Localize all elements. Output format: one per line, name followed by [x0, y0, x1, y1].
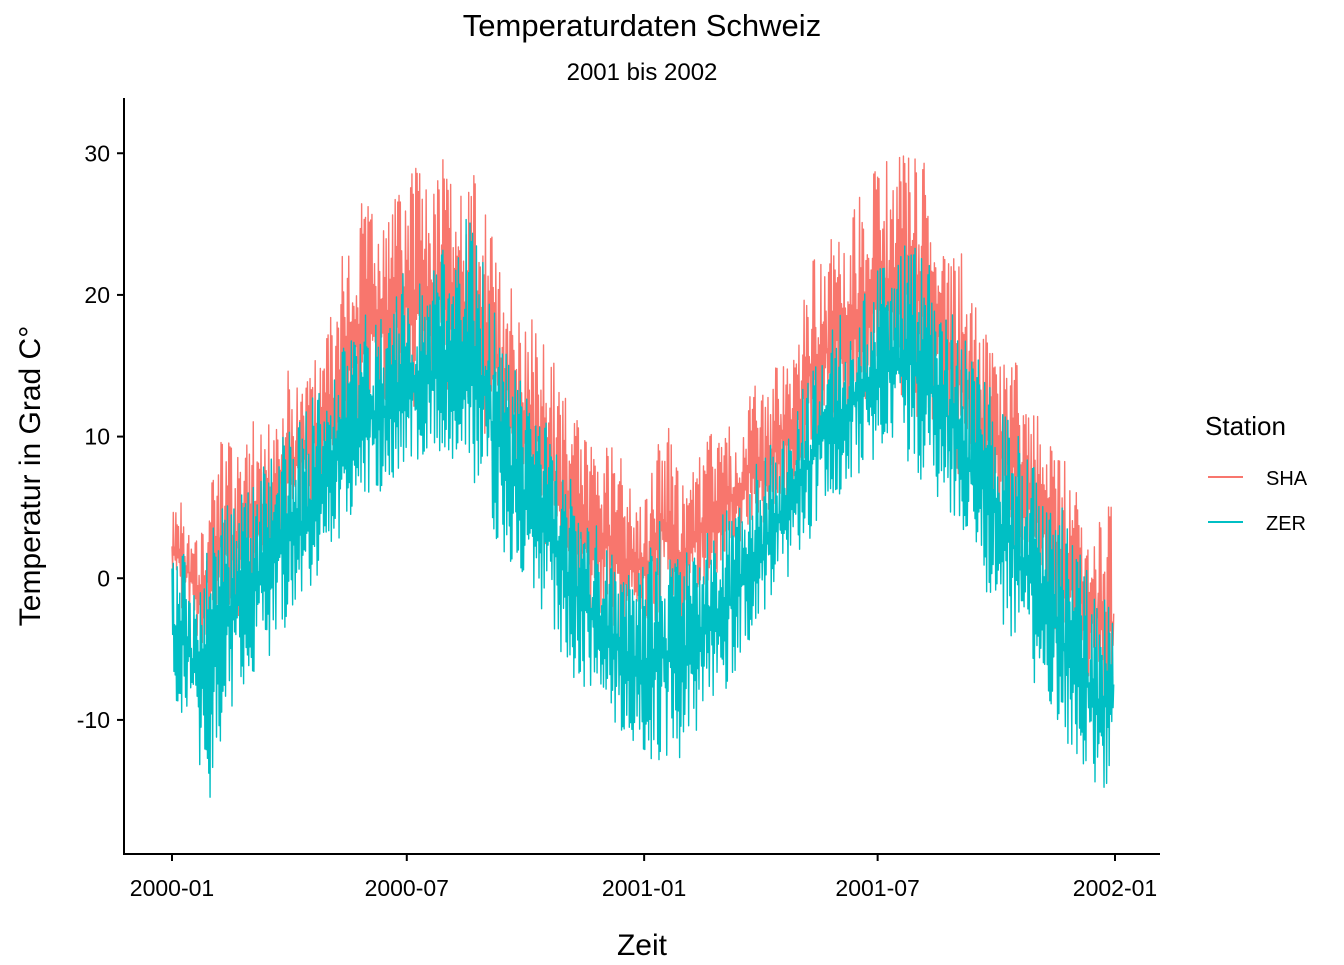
legend-label-zer: ZER [1266, 513, 1306, 535]
y-tick-label: 10 [84, 424, 110, 450]
chart-subtitle: 2001 bis 2002 [567, 59, 718, 86]
plot-area [171, 155, 1115, 798]
y-tick-label: -10 [77, 707, 110, 733]
x-tick-label: 2000-07 [365, 875, 449, 901]
x-tick-label: 2002-01 [1073, 875, 1157, 901]
x-tick-label: 2001-01 [602, 875, 686, 901]
chart-title: Temperaturdaten Schweiz [463, 8, 821, 43]
x-tick-label: 2001-07 [835, 875, 919, 901]
legend-title: Station [1205, 411, 1286, 441]
y-tick-label: 20 [84, 282, 110, 308]
y-axis-label: Temperatur in Grad C° [14, 326, 47, 626]
x-axis-label: Zeit [617, 929, 668, 960]
axes: -10 0 10 20 30 2000-01 2000-07 2001-01 2001-07 20… [77, 98, 1160, 901]
x-tick-label: 2000-01 [130, 875, 214, 901]
series-line-zer [171, 218, 1115, 798]
y-tick-label: 0 [97, 565, 110, 591]
y-tick-label: 30 [84, 140, 110, 166]
legend: SHA ZER [1208, 468, 1308, 535]
legend-label-sha: SHA [1266, 468, 1308, 490]
